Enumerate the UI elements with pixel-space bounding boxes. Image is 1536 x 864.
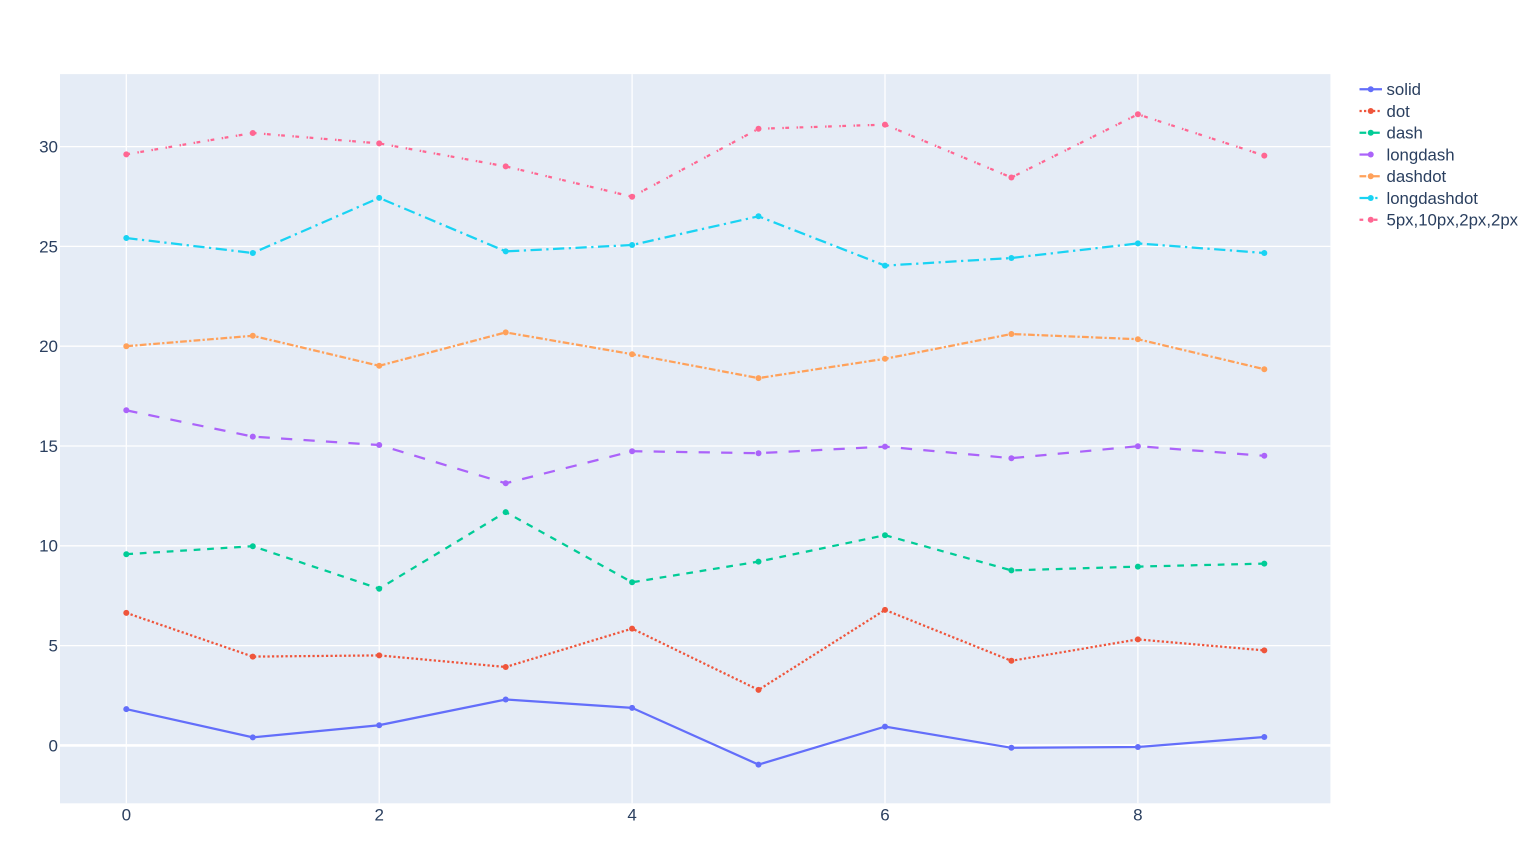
svg-text:solid: solid [1387,80,1422,99]
svg-text:0: 0 [122,806,131,825]
svg-text:15: 15 [39,437,58,456]
svg-text:dashdot: dashdot [1387,167,1447,186]
svg-text:6: 6 [880,806,889,825]
svg-text:4: 4 [627,806,636,825]
svg-text:0: 0 [49,736,58,755]
svg-text:20: 20 [39,337,58,356]
svg-text:dot: dot [1387,102,1411,121]
svg-text:25: 25 [39,237,58,256]
svg-text:8: 8 [1133,806,1142,825]
svg-text:dash: dash [1387,124,1423,143]
svg-text:30: 30 [39,138,58,157]
svg-text:longdash: longdash [1387,145,1455,164]
svg-text:longdashdot: longdashdot [1387,189,1479,208]
svg-text:10: 10 [39,537,58,556]
svg-text:5: 5 [49,637,58,656]
svg-text:2: 2 [374,806,383,825]
svg-text:5px,10px,2px,2px: 5px,10px,2px,2px [1387,211,1519,230]
